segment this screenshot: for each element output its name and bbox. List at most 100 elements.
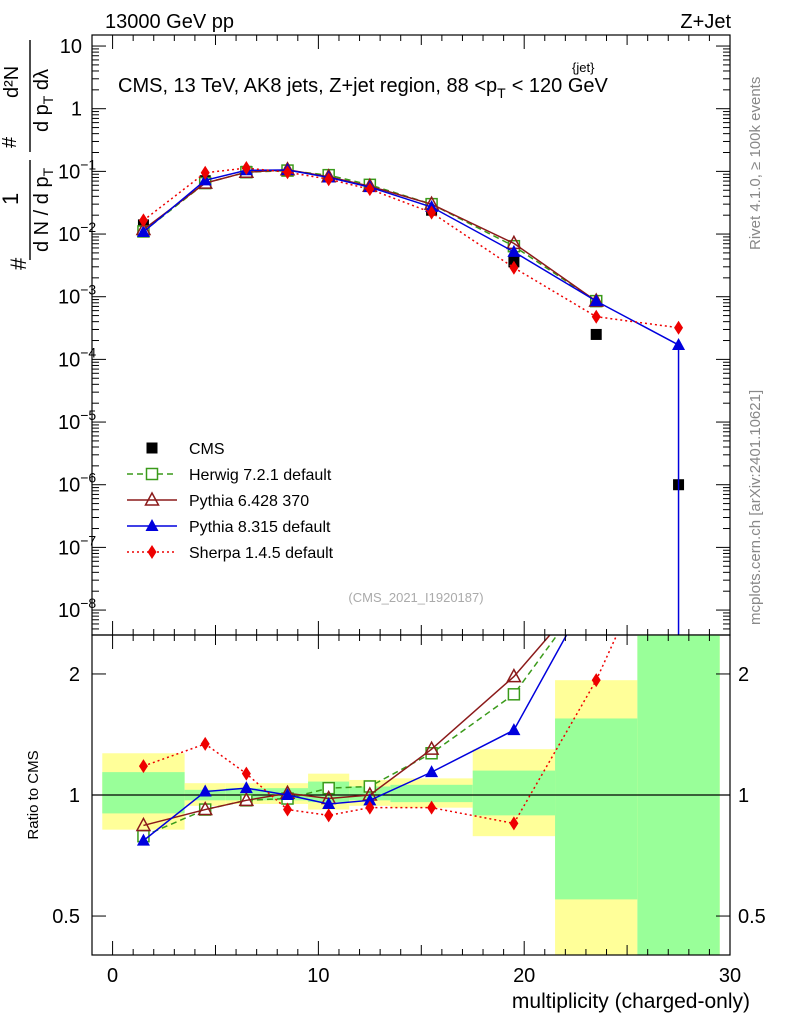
ratio-point [324,808,334,823]
y-tick-exponent: −2 [80,219,96,235]
rivet-label: Rivet 4.1.0, ≥ 100k events [747,77,764,250]
ratio-point [135,816,152,832]
uncertainty-band-green [390,784,473,803]
data-point [138,213,148,228]
legend-entry: Pythia 6.428 370 [127,491,309,510]
ratio-y-tick-label: 2 [69,664,80,686]
series-4 [138,161,684,335]
data-point [674,320,684,335]
ratio-series-3 [138,635,618,831]
data-point [672,337,686,350]
legend-marker [147,545,157,559]
ylabel-den-tail: dλ [31,69,53,96]
ratio-ylabel: Ratio to CMS [25,750,42,839]
y-tick-exponent: −3 [80,282,96,298]
y-tick-exponent: −7 [80,532,96,548]
y-tick-label: 10−2 [58,219,96,246]
ylabel-left-den: d N / d pT [31,167,56,252]
y-tick-label: 10−7 [58,532,96,559]
ratio-point [425,765,439,778]
y-tick-label: 10−1 [58,156,96,183]
ratio-y-tick-label: 2 [738,664,749,686]
y-tick-label: 10−8 [58,595,96,622]
y-tick-label: 10−3 [58,282,96,309]
legend-entry: Herwig 7.2.1 default [127,467,332,484]
legend-marker [146,442,158,454]
legend: CMS Herwig 7.2.1 default Pythia 6.428 370 P… [127,441,334,562]
chart-title-main: CMS, 13 TeV, AK8 jets, Z+jet region, 88 … [118,75,497,97]
ratio-point [591,673,601,688]
ratio-y-tick-label: 0.5 [52,906,80,928]
ylabel-left-den-sub: T [40,167,56,176]
ratio-point [198,784,212,797]
ratio-panel: 0.5 0.51 12 20 10 20 30 Ratio to CMS multiplic… [25,634,766,1013]
ratio-point [238,791,255,807]
data-point [591,309,601,324]
data-point [241,161,251,176]
ylabel-den: d pT dλ [31,69,56,132]
y-tick-label: 10−6 [58,470,96,497]
x-tick-label: 20 [513,965,535,987]
series-3 [136,163,686,350]
ylabel-hash-left: # [6,257,31,270]
main-panel: 10 1 10−1 10−2 10−3 10−4 10−5 10−6 10−7 10−8 CMS,… [0,34,731,636]
data-point [590,328,602,340]
y-tick-exponent: −5 [80,407,96,423]
y-tick-label: 10−4 [58,344,96,371]
data-point [283,165,293,180]
legend-entry: Sherpa 1.4.5 default [127,545,334,562]
uncertainty-band-green [472,770,556,816]
ratio-point [200,736,210,751]
ratio-point [509,816,519,831]
data-point [427,205,437,220]
legend-marker [145,467,159,481]
ratio-point [427,800,437,815]
uncertainty-band-green [102,772,185,814]
y-tick-exponent: −4 [80,344,96,360]
chart-title-sup: {jet} [572,60,595,75]
data-point [136,224,150,237]
data-point [365,182,375,197]
header-right: Z+Jet [680,11,731,33]
chart-title-sub: T [497,85,506,101]
chart-title-tail: < 120 GeV [512,75,609,97]
legend-entry: Pythia 8.315 default [127,519,331,536]
legend-label: Pythia 8.315 default [189,519,331,536]
y-tick-exponent: −1 [80,156,96,172]
ratio-series-2 [136,635,568,846]
ratio-point [281,788,295,800]
ylabel-left-den-main: d N / d p [31,176,53,252]
uncertainty-band-green [555,718,638,900]
ylabel-hash-right: # [0,136,21,148]
ratio-point [283,802,293,817]
y-tick-exponent: −8 [80,595,96,611]
ylabel-den-main: d p [31,104,53,132]
ratio-y-tick-label: 0.5 [738,906,766,928]
main-ylabel: # 1 d N / d pT # d²N d pT dλ [0,40,56,270]
series-line [142,169,679,346]
data-point [507,244,521,257]
ratio-point [507,723,521,736]
ratio-point [241,766,251,781]
ratio-y-tick-label: 1 [738,785,749,807]
mcplots-label: mcplots.cern.ch [arXiv:2401.10621] [747,390,764,625]
ylabel-num: d²N [1,66,23,98]
ratio-point [363,793,377,806]
header-left: 13000 GeV pp [105,11,234,33]
x-axis-label: multiplicity (charged-only) [512,990,750,1013]
x-tick-label: 10 [307,965,329,987]
ratio-point [322,781,335,795]
legend-label: Herwig 7.2.1 default [189,467,332,484]
ratio-point [365,800,375,815]
ratio-line [143,635,618,825]
data-point [509,260,519,275]
ratio-point [197,800,213,816]
ylabel-den-sub: T [40,95,56,104]
legend-label: Sherpa 1.4.5 default [189,545,334,562]
ratio-y-tick-label: 1 [69,785,80,807]
legend-marker [144,491,160,506]
legend-label: Pythia 6.428 370 [189,493,309,510]
y-tick-label: 10 [60,36,82,58]
ratio-point [506,668,522,683]
